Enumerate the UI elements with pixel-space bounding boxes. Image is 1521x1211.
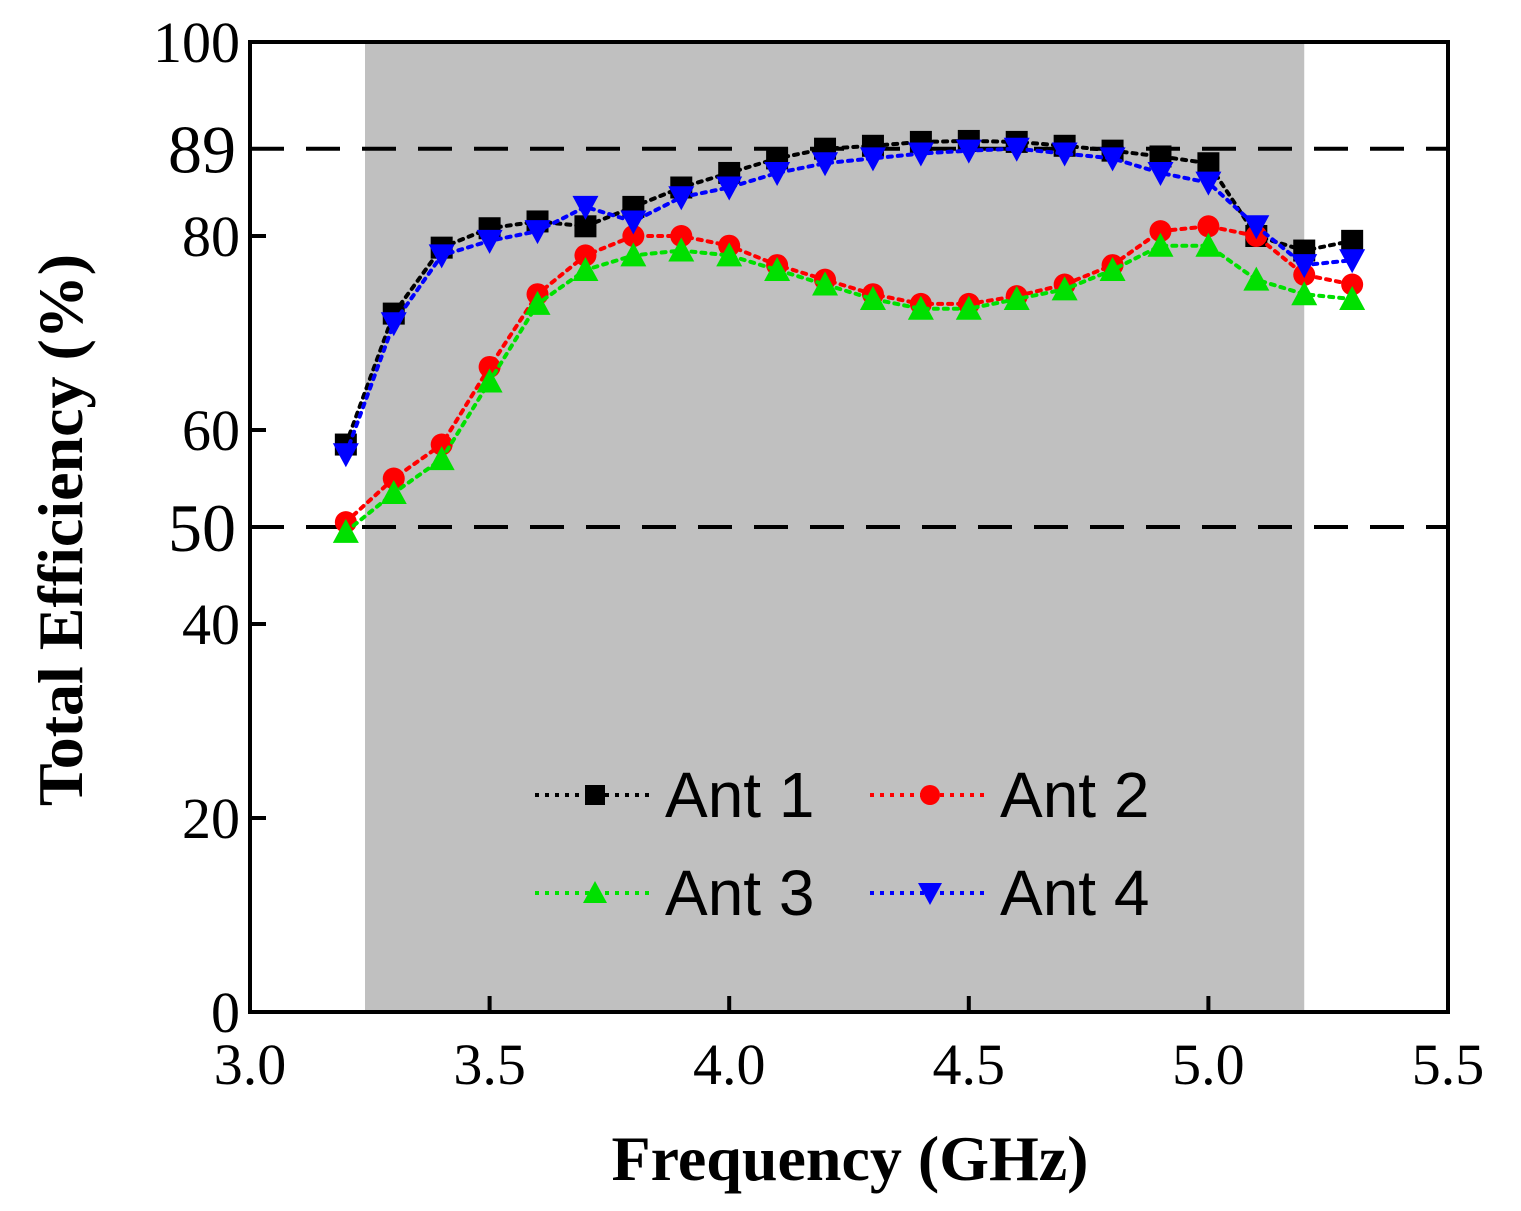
data-point xyxy=(1243,215,1270,240)
legend-item-ant-3: Ant 3 xyxy=(535,857,814,929)
data-point xyxy=(572,256,599,281)
data-point xyxy=(1195,171,1222,196)
data-point xyxy=(859,147,886,172)
data-point xyxy=(1099,147,1126,172)
data-point xyxy=(1291,281,1318,306)
reference-label-bg xyxy=(120,104,244,181)
data-point xyxy=(1195,232,1222,257)
data-point xyxy=(574,244,597,267)
data-point xyxy=(668,186,695,211)
legend-label: Ant 4 xyxy=(1000,857,1149,929)
data-point xyxy=(668,237,695,262)
y-tick-label: 0 xyxy=(211,980,240,1045)
data-point xyxy=(1339,286,1366,311)
legend-marker xyxy=(918,883,942,905)
data-point xyxy=(1341,273,1364,296)
data-point xyxy=(1003,137,1030,162)
legend-item-ant-2: Ant 2 xyxy=(870,759,1149,831)
legend: Ant 1 Ant 2 Ant 3 Ant 4 xyxy=(535,759,1149,929)
x-tick-label: 3.0 xyxy=(214,1032,287,1097)
data-point xyxy=(955,295,982,320)
data-point xyxy=(1197,152,1220,175)
data-point xyxy=(812,271,839,296)
data-point xyxy=(1339,249,1366,274)
data-point xyxy=(380,480,407,505)
plot-frame xyxy=(248,40,1450,1014)
data-point xyxy=(622,225,645,247)
data-point xyxy=(620,242,647,267)
data-point xyxy=(428,446,455,471)
data-point xyxy=(716,242,743,267)
data-point xyxy=(1099,256,1126,281)
legend-label: Ant 2 xyxy=(1000,759,1149,831)
legend-marker xyxy=(920,785,940,805)
data-point xyxy=(1149,220,1172,243)
data-point xyxy=(670,225,693,247)
data-point xyxy=(476,368,503,393)
x-tick-label: 4.5 xyxy=(933,1032,1006,1097)
series-line xyxy=(343,138,1355,447)
reference-label-bg xyxy=(120,483,244,559)
y-tick-label: 40 xyxy=(182,592,240,657)
data-point xyxy=(955,139,982,164)
x-axis-title: Frequency (GHz) xyxy=(612,1123,1089,1194)
data-point xyxy=(1147,161,1174,186)
legend-item-ant-4: Ant 4 xyxy=(870,857,1149,929)
reference-label-89: 89 xyxy=(168,112,236,188)
x-tick-label: 5.0 xyxy=(1172,1032,1245,1097)
data-point xyxy=(1197,215,1220,238)
legend-label: Ant 1 xyxy=(665,759,814,831)
data-point xyxy=(332,518,359,543)
data-point xyxy=(382,467,405,490)
data-point xyxy=(764,161,791,186)
data-point xyxy=(716,176,743,201)
data-point xyxy=(428,244,455,269)
legend-label: Ant 3 xyxy=(665,857,814,929)
data-point xyxy=(1243,266,1270,291)
legend-marker xyxy=(583,881,607,903)
y-axis-title: Total Efficiency (%) xyxy=(25,254,96,806)
series-line xyxy=(343,146,1355,457)
data-point xyxy=(1003,286,1030,311)
data-point xyxy=(1147,232,1174,257)
data-point xyxy=(574,215,597,238)
series-line xyxy=(343,243,1355,534)
data-point xyxy=(524,220,551,245)
data-point xyxy=(812,152,839,177)
x-tick-label: 5.5 xyxy=(1412,1032,1485,1097)
reference-label-50: 50 xyxy=(168,490,236,566)
data-point xyxy=(907,295,934,320)
data-point xyxy=(764,256,791,281)
data-point xyxy=(907,142,934,167)
data-point xyxy=(1291,254,1318,279)
data-point xyxy=(859,286,886,311)
data-point xyxy=(380,312,407,337)
series-ant-3 xyxy=(332,232,1366,543)
data-point xyxy=(524,290,551,315)
series-ant-4 xyxy=(332,137,1366,468)
x-tick-label: 3.5 xyxy=(453,1032,526,1097)
data-point xyxy=(1051,276,1078,301)
data-point xyxy=(1341,229,1364,252)
y-tick-label: 60 xyxy=(182,398,240,463)
data-point xyxy=(332,443,359,468)
y-tick-label: 80 xyxy=(182,204,240,269)
legend-marker xyxy=(585,785,605,805)
data-point xyxy=(620,210,647,235)
data-point xyxy=(1051,142,1078,167)
data-point xyxy=(476,229,503,254)
y-tick-label: 100 xyxy=(153,10,240,75)
x-tick-label: 4.0 xyxy=(693,1032,766,1097)
legend-item-ant-1: Ant 1 xyxy=(535,759,814,831)
series-line xyxy=(343,224,1355,525)
data-point xyxy=(572,195,599,220)
y-tick-label: 20 xyxy=(182,786,240,851)
